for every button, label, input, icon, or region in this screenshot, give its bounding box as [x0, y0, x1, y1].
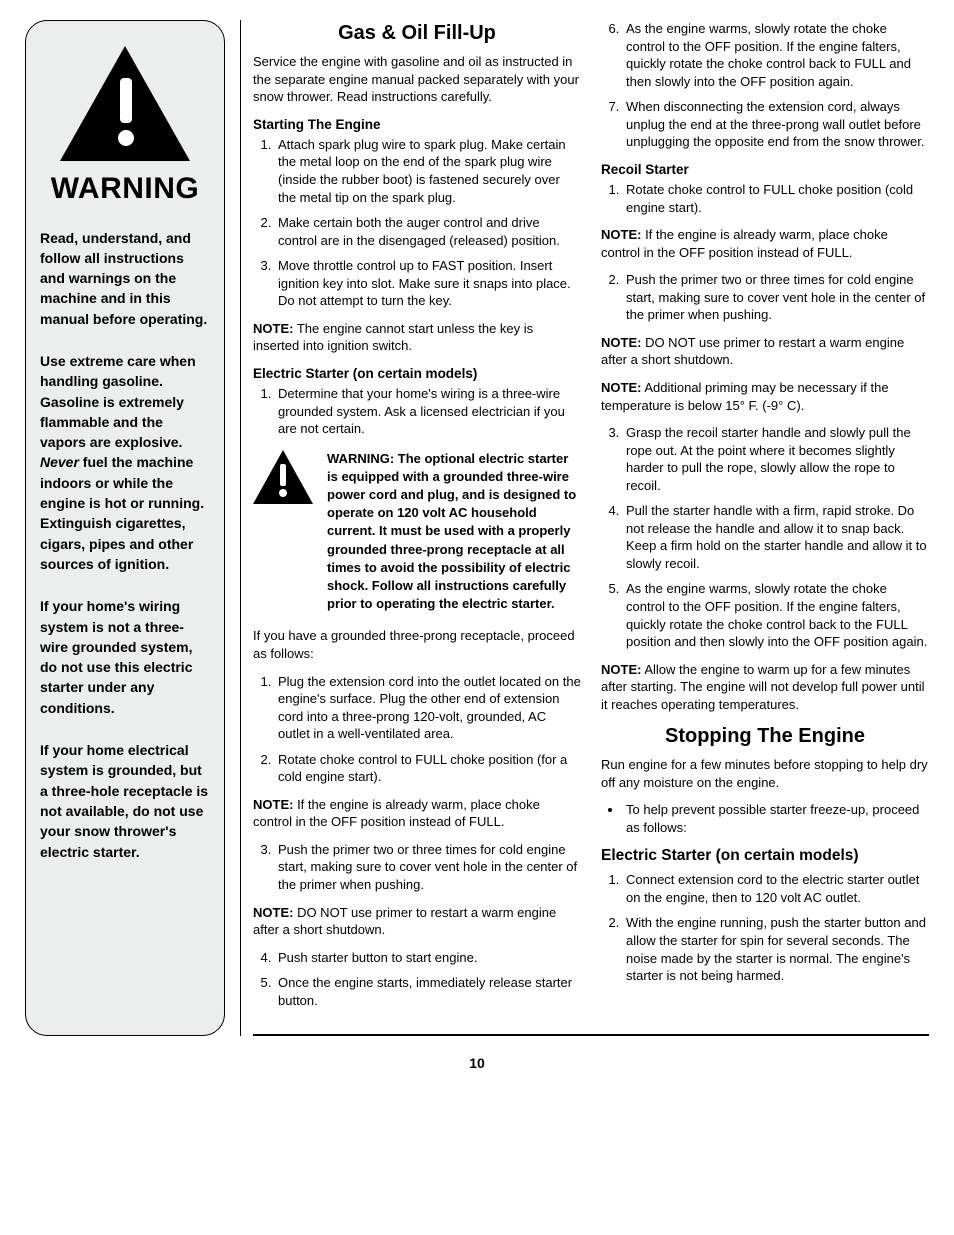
- note-text: NOTE: Allow the engine to warm up for a …: [601, 661, 929, 714]
- list-item: Push the primer two or three times for c…: [623, 271, 929, 324]
- note-text: NOTE: DO NOT use primer to restart a war…: [601, 334, 929, 369]
- warning-p1: Read, understand, and follow all instruc…: [40, 228, 210, 329]
- warning-triangle-icon: [253, 450, 313, 504]
- gas-intro: Service the engine with gasoline and oil…: [253, 53, 581, 106]
- list-item: With the engine running, push the starte…: [623, 914, 929, 984]
- electric-starter-stop-list: Connect extension cord to the electric s…: [601, 871, 929, 984]
- vertical-rule: [240, 20, 241, 1036]
- inline-warning-text: WARNING: The optional electric starter i…: [327, 450, 581, 614]
- heading-starting-engine: Starting The Engine: [253, 116, 581, 134]
- list-item: Make certain both the auger control and …: [275, 214, 581, 249]
- warning-triangle-icon: [60, 46, 190, 161]
- note-text: NOTE: DO NOT use primer to restart a war…: [253, 904, 581, 939]
- list-item: When disconnecting the extension cord, a…: [623, 98, 929, 151]
- list-item: As the engine warms, slowly rotate the c…: [623, 20, 929, 90]
- column-left: Gas & Oil Fill-Up Service the engine wit…: [253, 20, 581, 1019]
- heading-electric-starter: Electric Starter (on certain models): [253, 365, 581, 383]
- note-text: NOTE: If the engine is already warm, pla…: [253, 796, 581, 831]
- heading-gas-oil: Gas & Oil Fill-Up: [253, 20, 581, 47]
- warning-p2: Use extreme care when handling gasoline.…: [40, 351, 210, 574]
- list-item: As the engine warms, slowly rotate the c…: [623, 580, 929, 650]
- heading-recoil-starter: Recoil Starter: [601, 161, 929, 179]
- list-item: Determine that your home's wiring is a t…: [275, 385, 581, 438]
- warning-p4: If your home electrical system is ground…: [40, 740, 210, 862]
- list-item: Rotate choke control to FULL choke posit…: [275, 751, 581, 786]
- list-item: Connect extension cord to the electric s…: [623, 871, 929, 906]
- list-item: Once the engine starts, immediately rele…: [275, 974, 581, 1009]
- list-item: Push starter button to start engine.: [275, 949, 581, 967]
- proceed-list-c: Push starter button to start engine. Onc…: [253, 949, 581, 1010]
- list-item: Plug the extension cord into the outlet …: [275, 673, 581, 743]
- recoil-list-b: Push the primer two or three times for c…: [601, 271, 929, 324]
- list-item: To help prevent possible starter freeze-…: [623, 801, 929, 836]
- proceed-list-b: Push the primer two or three times for c…: [253, 841, 581, 894]
- list-item: Attach spark plug wire to spark plug. Ma…: [275, 136, 581, 206]
- list-item: Grasp the recoil starter handle and slow…: [623, 424, 929, 494]
- list-item: Move throttle control up to FAST positio…: [275, 257, 581, 310]
- note-text: NOTE: If the engine is already warm, pla…: [601, 226, 929, 261]
- electric-starter-list: Determine that your home's wiring is a t…: [253, 385, 581, 438]
- note-text: NOTE: Additional priming may be necessar…: [601, 379, 929, 414]
- warning-sidebar: WARNING Read, understand, and follow all…: [25, 20, 225, 1036]
- heading-stopping-engine: Stopping The Engine: [601, 723, 929, 750]
- stop-bullet-list: To help prevent possible starter freeze-…: [601, 801, 929, 836]
- list-item: Rotate choke control to FULL choke posit…: [623, 181, 929, 216]
- list-item: Pull the starter handle with a firm, rap…: [623, 502, 929, 572]
- list-item: Push the primer two or three times for c…: [275, 841, 581, 894]
- page-number: 10: [0, 1046, 954, 1091]
- recoil-list-c: Grasp the recoil starter handle and slow…: [601, 424, 929, 651]
- stop-intro: Run engine for a few minutes before stop…: [601, 756, 929, 791]
- proceed-list-a: Plug the extension cord into the outlet …: [253, 673, 581, 786]
- note-text: NOTE: The engine cannot start unless the…: [253, 320, 581, 355]
- heading-electric-starter-2: Electric Starter (on certain models): [601, 846, 929, 867]
- content-columns: Gas & Oil Fill-Up Service the engine wit…: [253, 20, 929, 1036]
- recoil-list-a: Rotate choke control to FULL choke posit…: [601, 181, 929, 216]
- column-right: As the engine warms, slowly rotate the c…: [601, 20, 929, 1019]
- warning-title: WARNING: [40, 169, 210, 210]
- after-warn-text: If you have a grounded three-prong recep…: [253, 627, 581, 662]
- starting-engine-list: Attach spark plug wire to spark plug. Ma…: [253, 136, 581, 310]
- warning-p3: If your home's wir­ing system is not a t…: [40, 596, 210, 718]
- continued-list: As the engine warms, slowly rotate the c…: [601, 20, 929, 151]
- inline-warning-box: WARNING: The optional electric starter i…: [253, 450, 581, 614]
